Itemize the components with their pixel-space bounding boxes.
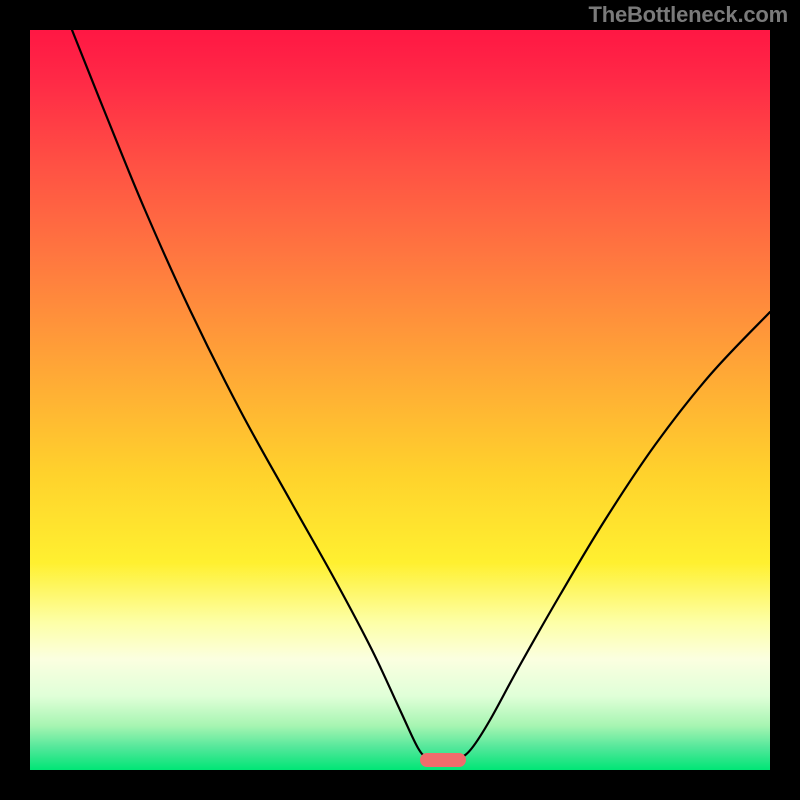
- watermark-text: TheBottleneck.com: [588, 2, 788, 28]
- plot-area: [30, 30, 770, 770]
- chart-svg: [0, 0, 800, 800]
- chart-container: TheBottleneck.com: [0, 0, 800, 800]
- minimum-marker: [420, 753, 466, 767]
